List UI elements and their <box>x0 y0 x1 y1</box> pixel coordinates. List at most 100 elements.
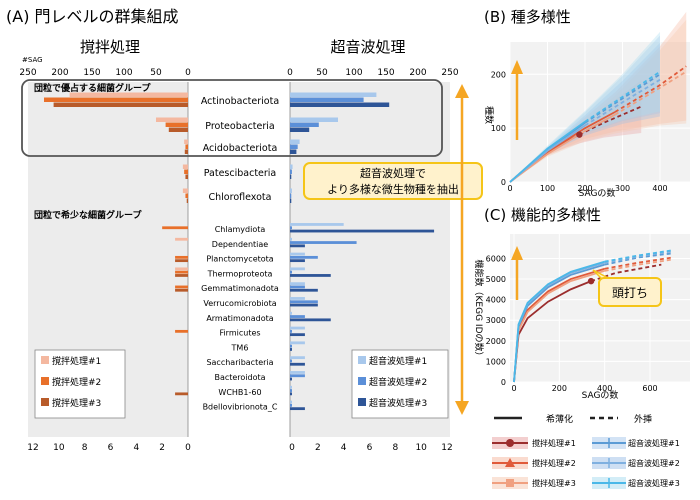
panel-b-ytick: 0 <box>501 178 506 187</box>
top-tick-stir: 150 <box>83 68 100 78</box>
panel-b-title: (B) 種多様性 <box>484 8 571 26</box>
legend-sonic: 超音波処理#1 超音波処理#2 超音波処理#3 <box>351 349 449 419</box>
panel-c-ylabel: 機能数（KEGG IDの数） <box>473 260 485 361</box>
top-tick-sonic: 150 <box>377 68 394 78</box>
curve-extrap-撹拌処理#3 <box>604 258 673 272</box>
curve-extrap-撹拌処理#2 <box>614 65 687 113</box>
curve-extrap-撹拌処理#1 <box>578 105 642 136</box>
range-arrow <box>455 84 469 415</box>
bar-stir-3 <box>185 174 188 179</box>
top-tick-stir: 100 <box>115 68 132 78</box>
top-axis-ticks: 250 200 150 100 50 0 0 50 100 150 200 250 <box>19 68 458 78</box>
sonic-callout-line1: 超音波処理で <box>360 166 426 180</box>
phylum-labels: Actinobacteriota Proteobacteria Acidobacte… <box>201 96 279 412</box>
legend-stir: 撹拌処理#1 撹拌処理#2 撹拌処理#3 <box>34 349 126 419</box>
bar-sonic-1 <box>290 385 292 389</box>
bar-sonic-1 <box>290 400 292 404</box>
bar-sonic-2 <box>290 374 305 378</box>
bar-stir-1 <box>175 237 188 241</box>
bar-sonic-3 <box>290 229 435 233</box>
panel-c-ytick: 6000 <box>486 254 506 263</box>
band-超音波処理#2 <box>510 42 660 182</box>
bar-stir-3 <box>53 102 188 107</box>
bottom-tick-stir: 0 <box>185 443 191 453</box>
bottom-tick-stir: 10 <box>53 443 65 453</box>
phylum-label: Dependentiae <box>212 240 268 249</box>
bar-sonic-2 <box>290 169 292 174</box>
bottom-tick-sonic: 12 <box>441 443 452 453</box>
phylum-label: Patescibacteria <box>204 168 277 179</box>
legend-sonic-2: 超音波処理#2 <box>369 376 427 388</box>
panel-b-ytick: 200 <box>491 70 506 79</box>
bar-sonic-2 <box>290 241 357 244</box>
legend-sonic-label: 超音波処理#2 <box>628 458 680 468</box>
curve-extrap-撹拌処理#3 <box>614 70 687 116</box>
bar-sonic-2 <box>290 300 318 304</box>
sonic-title: 超音波処理 <box>330 38 405 56</box>
band-超音波処理#1 <box>510 35 660 183</box>
panel-b-ylabel: 種数 <box>483 106 495 124</box>
legend-sonic-label: 超音波処理#3 <box>628 478 680 488</box>
dominant-group-label: 団粒で優占する細菌グループ <box>34 82 151 94</box>
bar-sonic-2 <box>290 285 305 289</box>
curve-extrap-超音波処理#1 <box>604 252 673 266</box>
legend-stir-marker <box>506 479 514 487</box>
bar-stir-3 <box>175 259 188 263</box>
panel-b-grid <box>509 42 690 183</box>
top-tick-sonic: 100 <box>345 68 362 78</box>
bar-sonic-1 <box>290 252 305 256</box>
phylum-label: WCHB1-60 <box>218 388 261 397</box>
panel-b-arrow <box>511 60 523 140</box>
dominant-group-frame <box>21 79 443 157</box>
bar-stir-3 <box>168 127 188 132</box>
bottom-tick-stir: 2 <box>159 443 165 453</box>
bar-stir-3 <box>184 149 188 154</box>
bottom-axis-ticks: 12 10 8 6 4 2 0 0 2 4 6 8 10 12 <box>27 443 452 453</box>
bottom-tick-stir: 6 <box>108 443 114 453</box>
bottom-tick-stir: 12 <box>27 443 38 453</box>
bottom-tick-sonic: 8 <box>392 443 398 453</box>
bar-sonic-1 <box>290 117 338 122</box>
bar-sonic-1 <box>290 267 305 271</box>
bottom-tick-sonic: 6 <box>367 443 373 453</box>
stir-title: 撹拌処理 <box>80 38 140 56</box>
top-tick-stir: 0 <box>185 68 191 78</box>
top-tick-stir: 50 <box>150 68 162 78</box>
bar-stir-2 <box>162 226 188 230</box>
curve-extrap-撹拌処理#1 <box>590 263 662 282</box>
plateau-callout-text: 頭打ち <box>612 286 648 300</box>
panel-b-xtick: 200 <box>577 184 592 193</box>
panel-c-observed-point <box>587 277 595 285</box>
bar-sonic-3 <box>290 274 331 277</box>
phylum-label: Chloroflexota <box>209 192 272 203</box>
band-撹拌処理#2 <box>510 11 687 183</box>
bar-sonic-3 <box>290 348 292 351</box>
bottom-tick-sonic: 0 <box>289 443 295 453</box>
bar-stir-3 <box>186 198 188 203</box>
bar-stir-3 <box>175 392 188 396</box>
phylum-label: TM6 <box>231 343 249 352</box>
bar-stir-1 <box>175 267 188 271</box>
bar-sonic-1 <box>290 237 292 241</box>
band-撹拌処理#3 <box>510 19 687 182</box>
legend-sonic-3: 超音波処理#3 <box>369 397 427 409</box>
bar-sonic-3 <box>290 303 318 307</box>
bar-sonic-3 <box>290 377 292 381</box>
bar-sonic-2 <box>290 122 319 127</box>
bar-sonic-1 <box>290 341 305 345</box>
bar-sonic-3 <box>290 127 310 132</box>
bar-sonic-1 <box>290 356 305 360</box>
bar-sonic-2 <box>290 97 364 102</box>
phylum-label: Chlamydiota <box>215 225 266 234</box>
bar-sonic-1 <box>290 164 293 169</box>
curve-solid-超音波処理#3 <box>513 260 605 383</box>
phylum-label: Verrucomicrobiota <box>203 299 276 308</box>
legend-sonic-label: 超音波処理#1 <box>628 438 680 448</box>
panel-b-ticks: 0 100 200 300 400 0 100 200 <box>491 70 668 193</box>
bar-sonic-2 <box>290 389 292 392</box>
bar-stir-2 <box>184 169 188 174</box>
panel-b-ytick: 100 <box>491 124 506 133</box>
bar-stir-1 <box>182 164 188 169</box>
panel-c-xtick: 0 <box>511 384 516 393</box>
bar-stir-3 <box>175 274 188 277</box>
